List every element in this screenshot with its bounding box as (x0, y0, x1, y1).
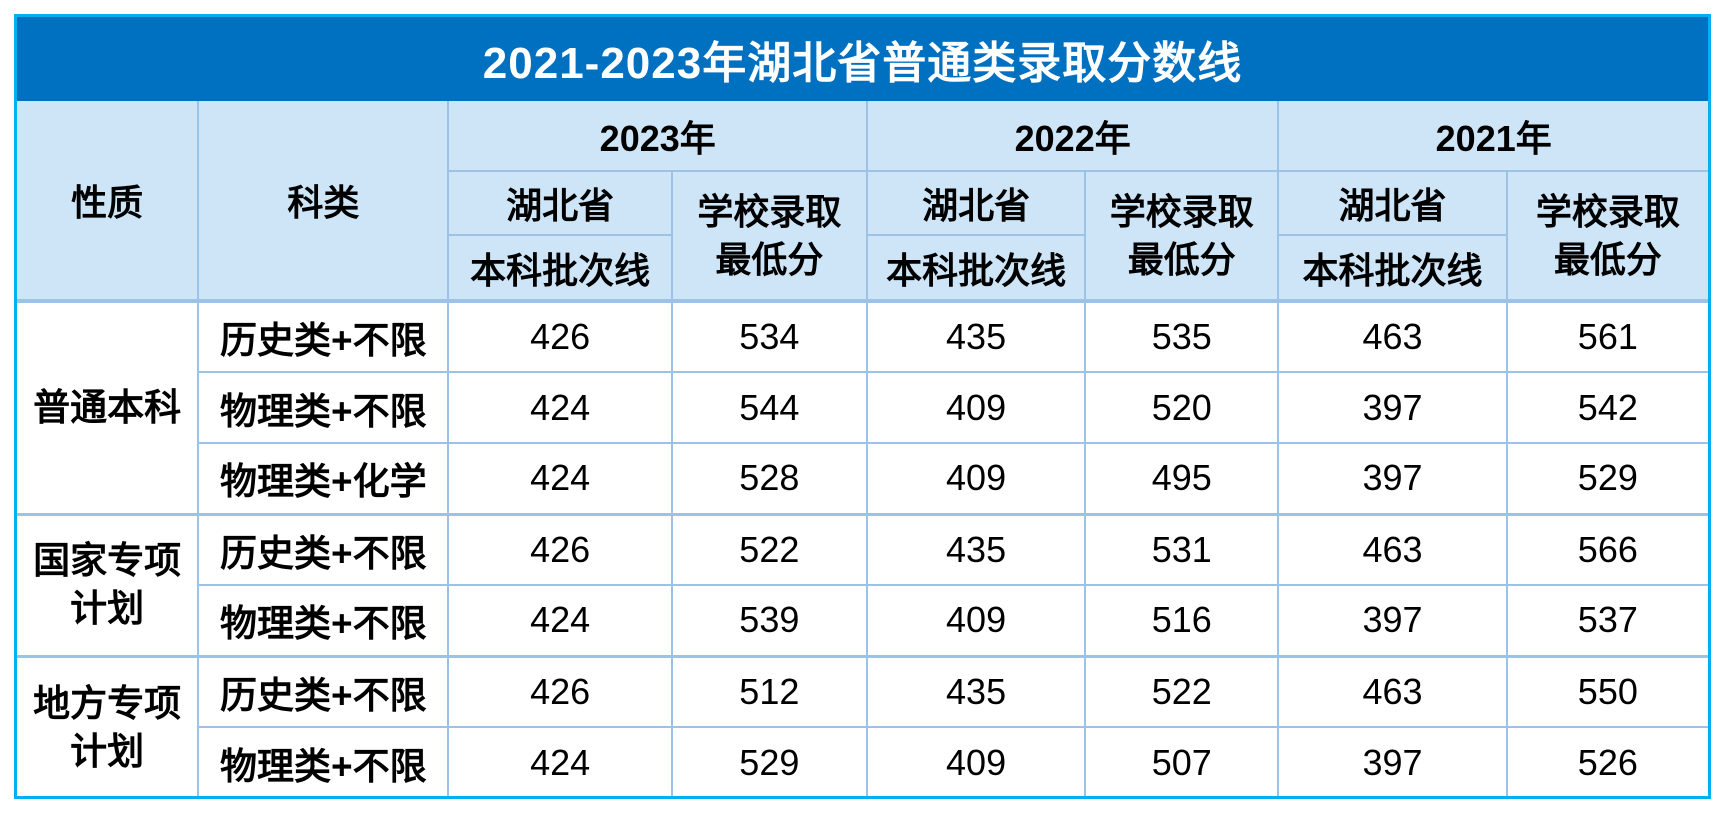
score-cell: 463 (1277, 300, 1508, 373)
category-cell: 物理类+不限 (197, 371, 450, 444)
header-category: 科类 (197, 100, 450, 302)
header-year-2021: 2021年 (1277, 100, 1708, 172)
score-cell: 531 (1084, 512, 1280, 586)
score-cell: 424 (447, 584, 673, 657)
header-batch-line-2021: 本科批次线 (1277, 234, 1508, 302)
table-row: 物理类+不限 424 529 409 507 397 526 (17, 726, 1708, 796)
score-cell: 409 (865, 442, 1087, 515)
category-cell: 历史类+不限 (197, 512, 450, 586)
header-school-line1: 学校录取 (1109, 190, 1254, 232)
admission-score-table: 性质 科类 2023年 2022年 2021年 湖北省 学校录取 最低分 湖北省… (17, 100, 1708, 796)
score-cell: 522 (670, 512, 868, 586)
score-table-panel: 2021-2023年湖北省普通类录取分数线 性质 科类 2023年 2022年 … (14, 14, 1711, 799)
category-cell: 物理类+不限 (197, 726, 450, 796)
score-cell: 409 (865, 726, 1087, 796)
table-row: 物理类+不限 424 544 409 520 397 542 (17, 371, 1708, 444)
header-school-line2: 最低分 (1553, 238, 1662, 280)
header-row-province: 湖北省 学校录取 最低分 湖北省 学校录取 最低分 湖北省 学校录取 最低分 (17, 170, 1708, 302)
header-year-2022: 2022年 (865, 100, 1280, 172)
score-cell: 537 (1505, 584, 1708, 657)
score-cell: 426 (447, 512, 673, 586)
header-school-min-2022: 学校录取 最低分 (1084, 170, 1280, 302)
group-label-regular: 普通本科 (17, 300, 200, 515)
score-cell: 435 (865, 512, 1087, 586)
score-cell: 512 (670, 654, 868, 728)
score-cell: 561 (1505, 300, 1708, 373)
score-cell: 520 (1084, 371, 1280, 444)
score-cell: 424 (447, 726, 673, 796)
score-cell: 529 (670, 726, 868, 796)
score-cell: 516 (1084, 584, 1280, 657)
score-cell: 397 (1277, 726, 1508, 796)
score-cell: 435 (865, 654, 1087, 728)
score-cell: 566 (1505, 512, 1708, 586)
header-school-min-2023: 学校录取 最低分 (670, 170, 868, 302)
score-cell: 539 (670, 584, 868, 657)
score-cell: 426 (447, 300, 673, 373)
header-province-2023: 湖北省 (447, 170, 673, 236)
score-cell: 542 (1505, 371, 1708, 444)
score-cell: 397 (1277, 442, 1508, 515)
header-nature: 性质 (17, 100, 200, 302)
score-cell: 424 (447, 442, 673, 515)
score-cell: 397 (1277, 371, 1508, 444)
score-cell: 529 (1505, 442, 1708, 515)
score-cell: 544 (670, 371, 868, 444)
score-cell: 463 (1277, 654, 1508, 728)
category-cell: 物理类+化学 (197, 442, 450, 515)
header-school-line1: 学校录取 (1535, 190, 1680, 232)
group-label-national-plan: 国家专项计划 (17, 512, 200, 657)
score-cell: 409 (865, 584, 1087, 657)
table-row: 国家专项计划 历史类+不限 426 522 435 531 463 566 (17, 512, 1708, 657)
score-cell: 424 (447, 371, 673, 444)
header-batch-line-2022: 本科批次线 (865, 234, 1087, 302)
header-year-2023: 2023年 (447, 100, 868, 172)
score-cell: 397 (1277, 584, 1508, 657)
score-cell: 426 (447, 654, 673, 728)
header-province-2021: 湖北省 (1277, 170, 1508, 236)
header-school-line2: 最低分 (715, 238, 824, 280)
table-row: 物理类+不限 424 539 409 516 397 537 (17, 584, 1708, 657)
category-cell: 历史类+不限 (197, 300, 450, 373)
score-cell: 535 (1084, 300, 1280, 373)
header-school-line1: 学校录取 (697, 190, 842, 232)
header-batch-line-2023: 本科批次线 (447, 234, 673, 302)
group-label-local-plan: 地方专项计划 (17, 654, 200, 796)
category-cell: 物理类+不限 (197, 584, 450, 657)
score-cell: 507 (1084, 726, 1280, 796)
score-cell: 495 (1084, 442, 1280, 515)
score-cell: 435 (865, 300, 1087, 373)
page-title: 2021-2023年湖北省普通类录取分数线 (17, 17, 1708, 101)
score-cell: 409 (865, 371, 1087, 444)
score-cell: 534 (670, 300, 868, 373)
score-cell: 522 (1084, 654, 1280, 728)
score-cell: 550 (1505, 654, 1708, 728)
table-row: 地方专项计划 历史类+不限 426 512 435 522 463 550 (17, 654, 1708, 796)
header-row-years: 性质 科类 2023年 2022年 2021年 (17, 100, 1708, 302)
header-row-batch-line: 本科批次线 本科批次线 本科批次线 (17, 234, 1708, 302)
category-cell: 历史类+不限 (197, 654, 450, 728)
header-school-min-2021: 学校录取 最低分 (1505, 170, 1708, 302)
score-cell: 528 (670, 442, 868, 515)
table-row: 普通本科 历史类+不限 426 534 435 535 463 561 (17, 300, 1708, 515)
header-school-line2: 最低分 (1127, 238, 1236, 280)
score-cell: 526 (1505, 726, 1708, 796)
header-province-2022: 湖北省 (865, 170, 1087, 236)
table-row: 物理类+化学 424 528 409 495 397 529 (17, 442, 1708, 515)
score-cell: 463 (1277, 512, 1508, 586)
